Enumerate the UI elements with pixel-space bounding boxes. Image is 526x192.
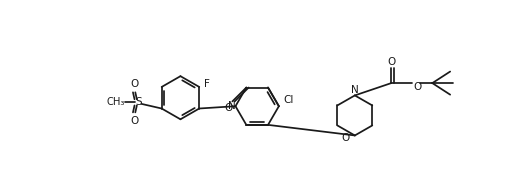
Text: O: O [130, 116, 139, 126]
Text: N: N [351, 85, 359, 95]
Text: CH₃: CH₃ [107, 97, 125, 107]
Text: F: F [204, 79, 210, 89]
Text: O: O [341, 133, 350, 143]
Text: S: S [135, 97, 141, 107]
Text: O: O [387, 57, 396, 67]
Text: O: O [130, 79, 139, 89]
Text: N: N [228, 101, 236, 111]
Text: O: O [413, 82, 422, 92]
Text: Cl: Cl [283, 95, 294, 105]
Text: O: O [225, 103, 232, 113]
